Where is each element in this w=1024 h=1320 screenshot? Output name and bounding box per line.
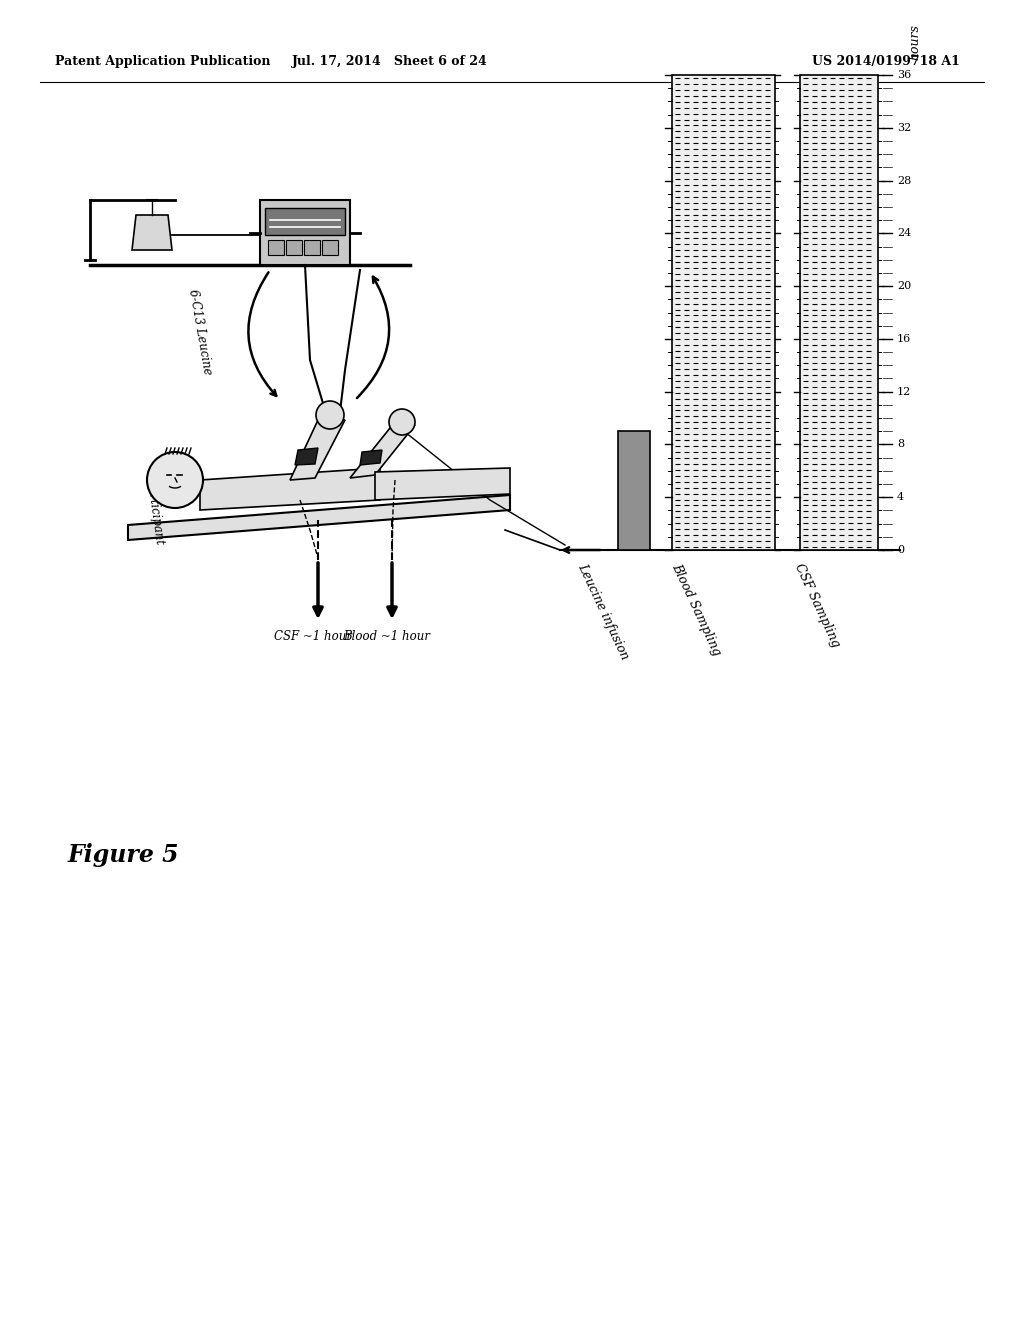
- Polygon shape: [295, 447, 318, 465]
- Circle shape: [389, 409, 415, 436]
- Text: Patent Application Publication: Patent Application Publication: [55, 55, 270, 69]
- Text: 36: 36: [897, 70, 911, 81]
- Bar: [304, 240, 319, 255]
- Polygon shape: [375, 469, 510, 500]
- Text: CSF ~1 hour: CSF ~1 hour: [274, 630, 352, 643]
- Polygon shape: [132, 215, 172, 249]
- Bar: [672, 75, 775, 550]
- Circle shape: [316, 401, 344, 429]
- Text: 32: 32: [897, 123, 911, 133]
- Circle shape: [147, 451, 203, 508]
- Polygon shape: [200, 469, 380, 510]
- Text: 28: 28: [897, 176, 911, 186]
- Text: Blood ~1 hour: Blood ~1 hour: [343, 630, 430, 643]
- Polygon shape: [290, 420, 345, 480]
- Polygon shape: [360, 450, 382, 465]
- Bar: [322, 240, 338, 255]
- Text: CSF Sampling: CSF Sampling: [792, 562, 842, 649]
- Text: 8: 8: [897, 440, 904, 449]
- Text: Figure 5: Figure 5: [68, 843, 179, 867]
- Text: 6-C13 Leucine: 6-C13 Leucine: [186, 288, 214, 376]
- Bar: [265, 209, 345, 235]
- Text: Jul. 17, 2014   Sheet 6 of 24: Jul. 17, 2014 Sheet 6 of 24: [292, 55, 487, 69]
- Text: Blood Sampling: Blood Sampling: [670, 562, 724, 659]
- Text: 0: 0: [897, 545, 904, 554]
- Bar: [800, 75, 878, 550]
- Text: 12: 12: [897, 387, 911, 397]
- Bar: [618, 432, 650, 550]
- Text: hours: hours: [908, 24, 922, 59]
- Text: US 2014/0199718 A1: US 2014/0199718 A1: [812, 55, 961, 69]
- Text: Leucine infusion: Leucine infusion: [575, 562, 631, 663]
- Polygon shape: [128, 495, 510, 540]
- Text: Participant: Participant: [144, 479, 166, 545]
- Bar: [260, 201, 350, 265]
- Bar: [268, 240, 284, 255]
- Text: 16: 16: [897, 334, 911, 345]
- Text: 20: 20: [897, 281, 911, 292]
- Text: 4: 4: [897, 492, 904, 502]
- Polygon shape: [350, 425, 415, 478]
- Text: 24: 24: [897, 228, 911, 239]
- Bar: [286, 240, 302, 255]
